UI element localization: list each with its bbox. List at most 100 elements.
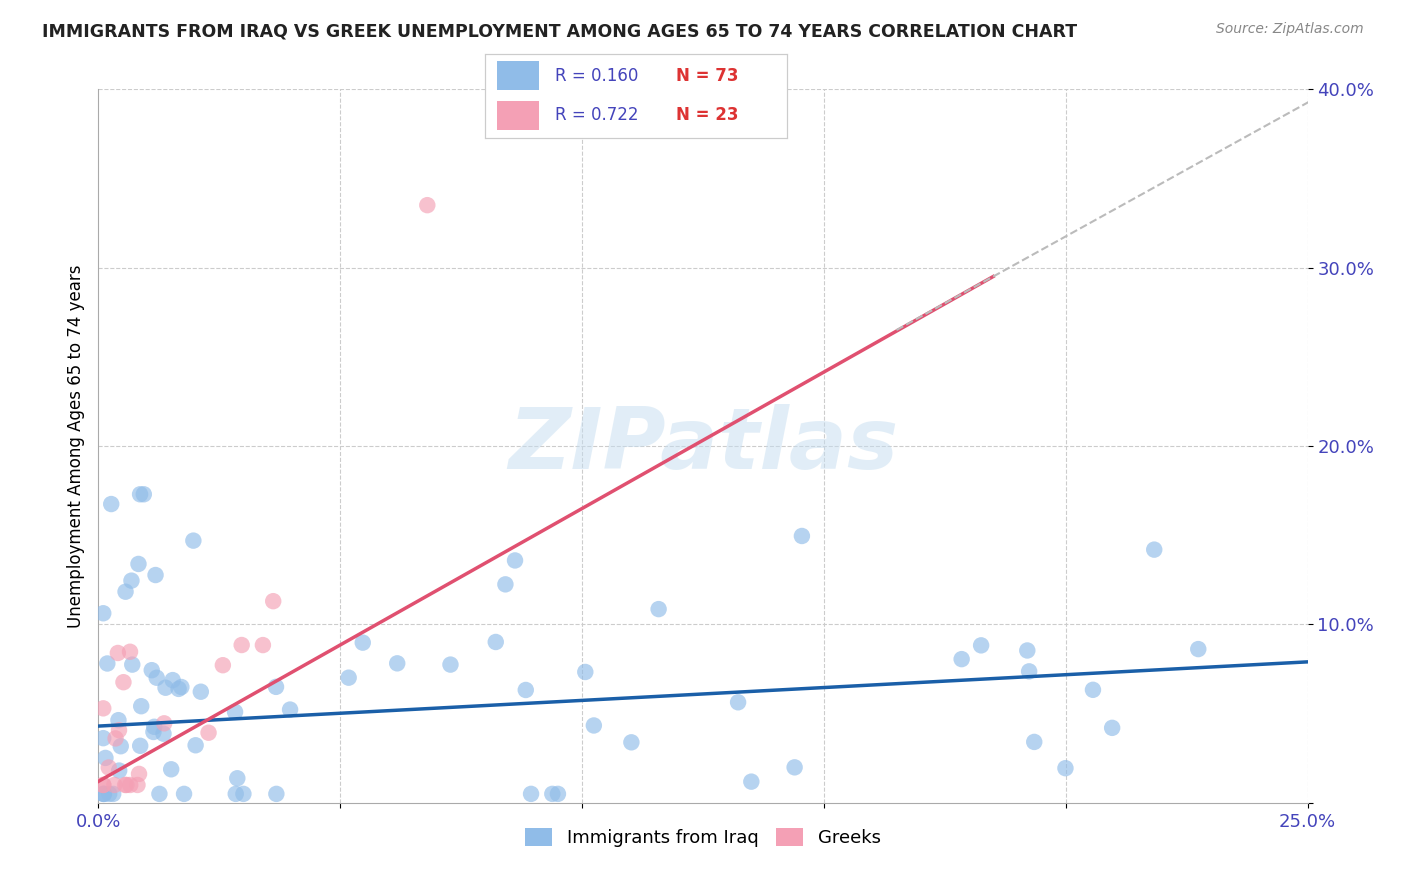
Point [127, 778, 149, 792]
Point [160, 762, 183, 776]
Point [91, 787, 114, 801]
Point [740, 774, 762, 789]
Point [1101, 721, 1123, 735]
Point [211, 658, 233, 673]
Point [91, 701, 114, 715]
Point [114, 778, 136, 792]
Point [103, 778, 125, 792]
Point [121, 657, 143, 672]
Point [416, 198, 439, 212]
Point [91, 607, 114, 621]
Point [647, 602, 669, 616]
Point [783, 760, 806, 774]
Point [93, 787, 115, 801]
Point [104, 731, 127, 746]
Point [120, 574, 142, 588]
Point [494, 577, 516, 591]
Point [170, 680, 193, 694]
Point [129, 487, 152, 501]
Point [183, 533, 205, 548]
Text: N = 73: N = 73 [675, 67, 738, 85]
Point [515, 683, 537, 698]
Point [128, 767, 150, 781]
Text: ZIPatlas: ZIPatlas [508, 404, 898, 488]
Point [278, 702, 301, 716]
Text: Source: ZipAtlas.com: Source: ZipAtlas.com [1216, 22, 1364, 37]
Point [145, 568, 167, 582]
Point [145, 671, 167, 685]
Point [1143, 542, 1166, 557]
Point [127, 557, 149, 571]
Point [262, 594, 284, 608]
Point [148, 787, 170, 801]
Point [1187, 642, 1209, 657]
Point [231, 638, 253, 652]
Point [108, 764, 131, 778]
Point [503, 553, 526, 567]
Bar [498, 62, 540, 90]
Point [97, 760, 120, 774]
Point [98, 787, 121, 801]
Point [541, 787, 564, 801]
Point [142, 725, 165, 739]
Point [100, 497, 122, 511]
Point [485, 635, 508, 649]
Point [115, 778, 138, 792]
Point [132, 487, 155, 501]
Point [574, 665, 596, 679]
Point [950, 652, 973, 666]
Point [167, 681, 190, 696]
Point [582, 718, 605, 732]
Bar [498, 101, 540, 130]
Point [93, 787, 115, 801]
Point [727, 695, 749, 709]
Point [141, 663, 163, 677]
Point [266, 787, 288, 801]
Text: R = 0.160: R = 0.160 [554, 67, 638, 85]
Text: R = 0.722: R = 0.722 [554, 106, 638, 124]
Point [197, 725, 219, 739]
Point [155, 681, 177, 695]
Point [143, 720, 166, 734]
Point [91, 731, 114, 746]
Point [1081, 682, 1104, 697]
Point [107, 646, 129, 660]
Legend: Immigrants from Iraq, Greeks: Immigrants from Iraq, Greeks [517, 821, 889, 855]
Point [190, 684, 212, 698]
Point [226, 771, 249, 785]
Point [387, 657, 409, 671]
Point [620, 735, 643, 749]
Point [790, 529, 813, 543]
Point [252, 638, 274, 652]
Point [107, 713, 129, 727]
Point [970, 638, 993, 652]
Point [225, 787, 247, 801]
Point [1024, 735, 1046, 749]
Point [264, 680, 287, 694]
Y-axis label: Unemployment Among Ages 65 to 74 years: Unemployment Among Ages 65 to 74 years [66, 264, 84, 628]
Point [94, 751, 117, 765]
Point [110, 739, 132, 754]
Point [520, 787, 543, 801]
Point [91, 778, 114, 792]
Point [1054, 761, 1077, 775]
Point [547, 787, 569, 801]
Point [103, 787, 125, 801]
Text: N = 23: N = 23 [675, 106, 738, 124]
Point [153, 716, 176, 731]
Point [108, 723, 131, 738]
Text: IMMIGRANTS FROM IRAQ VS GREEK UNEMPLOYMENT AMONG AGES 65 TO 74 YEARS CORRELATION: IMMIGRANTS FROM IRAQ VS GREEK UNEMPLOYME… [42, 22, 1077, 40]
Point [173, 787, 195, 801]
Point [1017, 643, 1039, 657]
Point [91, 778, 114, 792]
Point [114, 584, 136, 599]
Point [337, 671, 360, 685]
Point [224, 705, 246, 719]
Point [112, 675, 135, 690]
Point [96, 657, 118, 671]
Point [152, 727, 174, 741]
Point [162, 673, 184, 687]
Point [352, 635, 374, 649]
Point [129, 699, 152, 714]
Point [118, 645, 141, 659]
